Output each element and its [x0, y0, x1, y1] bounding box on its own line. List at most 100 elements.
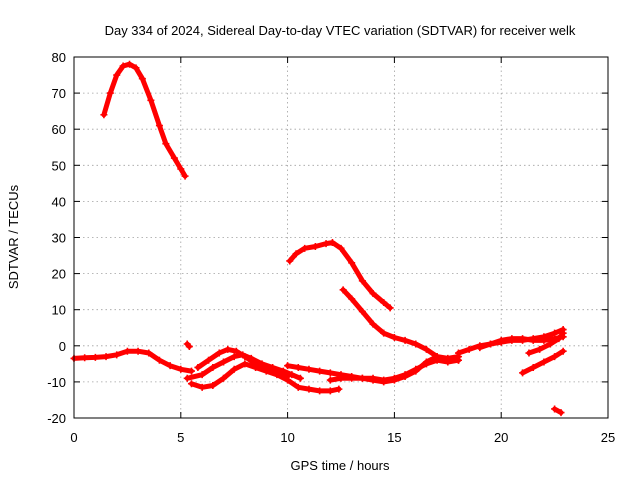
data-point: [328, 239, 336, 247]
data-point: [296, 374, 304, 382]
data-point: [348, 295, 356, 303]
data-point: [369, 320, 377, 328]
y-tick-label: 40: [52, 194, 66, 209]
data-point: [134, 347, 142, 355]
data-point: [519, 335, 527, 343]
data-point: [183, 374, 191, 382]
y-tick-label: 10: [52, 303, 66, 318]
chart-title: Day 334 of 2024, Sidereal Day-to-day VTE…: [105, 23, 576, 38]
data-point: [369, 289, 377, 297]
data-point: [209, 382, 217, 390]
series-trace-7: [194, 345, 292, 380]
data-point: [286, 257, 294, 265]
data-point: [155, 122, 163, 130]
data-point: [132, 64, 140, 72]
data-point: [301, 244, 309, 252]
data-point: [487, 340, 495, 348]
data-point: [508, 335, 516, 343]
data-point: [390, 376, 398, 384]
series-trace-3: [339, 286, 462, 364]
data-point: [476, 344, 484, 352]
data-point: [230, 365, 238, 373]
y-tick-label: 0: [59, 339, 66, 354]
data-point: [559, 329, 567, 337]
grid: [74, 57, 608, 418]
y-tick-label: 20: [52, 267, 66, 282]
series-trace-14: [551, 405, 565, 417]
series-line: [287, 240, 393, 311]
data-point: [339, 286, 347, 294]
data-point: [177, 365, 185, 373]
data-point: [166, 362, 174, 370]
data-point: [155, 356, 163, 364]
data-point: [209, 363, 217, 371]
data-point: [113, 351, 121, 359]
data-point: [536, 345, 544, 353]
data-point: [551, 353, 559, 361]
data-point: [422, 358, 430, 366]
data-point: [412, 340, 420, 348]
x-tick-label: 5: [177, 430, 184, 445]
data-point: [81, 354, 89, 362]
data-point: [401, 336, 409, 344]
data-point: [198, 371, 206, 379]
y-tick-label: 30: [52, 231, 66, 246]
data-point: [497, 336, 505, 344]
data-point: [288, 371, 296, 379]
series-trace-2: [286, 239, 394, 312]
data-point: [230, 353, 238, 361]
data-point: [540, 358, 548, 366]
x-tick-label: 15: [387, 430, 401, 445]
data-point: [529, 336, 537, 344]
x-axis-label: GPS time / hours: [291, 458, 390, 473]
y-tick-label: 60: [52, 122, 66, 137]
data-point: [170, 154, 178, 162]
data-point: [422, 345, 430, 353]
data-point: [106, 89, 114, 97]
data-point: [551, 405, 559, 413]
data-point: [113, 71, 121, 79]
series-trace-13: [519, 347, 567, 377]
y-tick-label: -10: [47, 375, 66, 390]
data-point: [241, 360, 249, 368]
series-trace-1: [100, 60, 189, 180]
data-point: [316, 367, 324, 375]
data-point: [386, 304, 394, 312]
data-point: [138, 75, 146, 83]
data-point: [337, 374, 345, 382]
data-point: [177, 165, 185, 173]
data-point: [412, 367, 420, 375]
y-tick-label: 50: [52, 158, 66, 173]
data-point: [348, 259, 356, 267]
data-point: [305, 365, 313, 373]
y-tick-label: 80: [52, 50, 66, 65]
data-point: [215, 349, 223, 357]
data-point: [337, 244, 345, 252]
series-line: [340, 287, 461, 363]
data-point: [220, 358, 228, 366]
data-point: [91, 353, 99, 361]
data-point: [529, 363, 537, 371]
data-point: [358, 308, 366, 316]
data-point: [102, 353, 110, 361]
series-trace-4: [70, 347, 195, 375]
data-point: [316, 387, 324, 395]
data-point: [292, 250, 300, 258]
axis-ticks: 0 5 10 15 20 25 -20 -10 0 10 20 30 40 50 60 70 80: [47, 50, 615, 445]
data-point: [380, 378, 388, 386]
data-point: [326, 387, 334, 395]
data-point: [465, 345, 473, 353]
data-point: [559, 347, 567, 355]
y-tick-label: -20: [47, 411, 66, 426]
data-point: [205, 356, 213, 364]
data-point: [380, 329, 388, 337]
data-point: [198, 383, 206, 391]
series-line: [195, 346, 291, 379]
data-point: [100, 111, 108, 119]
data-point: [335, 385, 343, 393]
x-tick-label: 20: [494, 430, 508, 445]
data-point: [525, 349, 533, 357]
data-point: [294, 363, 302, 371]
data-point: [311, 243, 319, 251]
series-trace-12: [525, 329, 567, 357]
